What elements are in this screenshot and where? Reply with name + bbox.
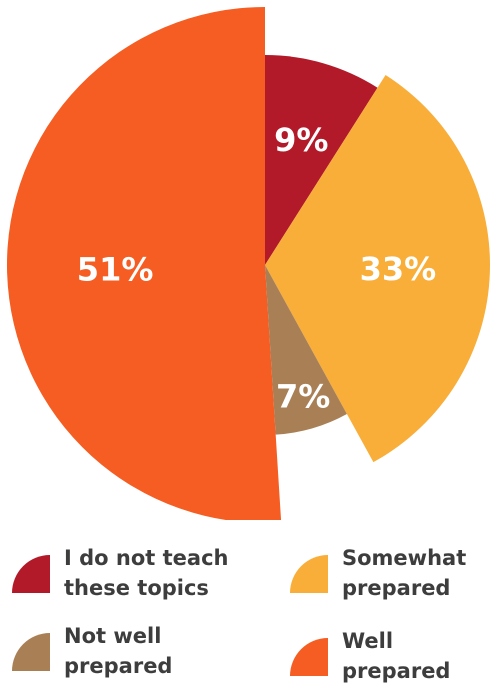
pie-label-somewhat: 33% — [360, 250, 437, 288]
legend-item-not-well: Not well prepared — [12, 621, 172, 681]
legend-swatch-well-icon — [290, 638, 328, 676]
legend-label-well: Well prepared — [342, 629, 451, 683]
legend-swatch-no-teach-icon — [12, 555, 50, 593]
pie-label-well: 51% — [77, 251, 154, 289]
legend-swatch-shape — [12, 633, 50, 671]
pie-slice-somewhat — [265, 75, 490, 463]
legend-label-somewhat: Somewhat prepared — [342, 546, 467, 600]
legend-item-no-teach: I do not teach these topics — [12, 543, 228, 603]
legend-swatch-not-well-icon — [12, 633, 50, 671]
legend-label-not-well: Not well prepared — [64, 624, 173, 678]
legend-item-well: Well prepared — [290, 626, 450, 686]
pie-chart: 9% 33% 7% 51% — [7, 7, 490, 520]
legend-swatch-shape — [290, 638, 328, 676]
legend-swatch-shape — [12, 555, 50, 593]
legend-item-somewhat: Somewhat prepared — [290, 543, 466, 603]
legend-swatch-somewhat-icon — [290, 555, 328, 593]
legend-label-no-teach: I do not teach these topics — [64, 546, 229, 600]
pie-label-no-teach: 9% — [274, 121, 328, 159]
pie-slice-well — [7, 7, 282, 520]
pie-label-not-well: 7% — [276, 378, 330, 416]
pie-slice-not-well — [265, 265, 347, 435]
legend-swatch-shape — [290, 555, 328, 593]
pie-slice-no-teach — [265, 55, 378, 265]
